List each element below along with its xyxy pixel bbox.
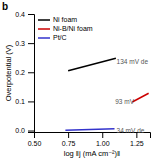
legend-swatch <box>38 19 50 21</box>
title: b <box>2 1 8 12</box>
y-axis-tick-mark <box>28 101 34 102</box>
legend-label: Pt/C <box>53 34 67 41</box>
legend-swatch <box>38 37 50 39</box>
annotations: 134 mV de 93 mV 34 mV de <box>115 58 148 135</box>
legend-swatch <box>38 28 50 30</box>
y-axis-tick-mark <box>28 72 34 73</box>
legend-item: Pt/C <box>38 34 67 41</box>
y-axis-tick: 0.1 <box>15 98 34 105</box>
plot-area: 0.50 0.75 1.00 1.25 0.0 0.1 0.2 0.3 0.4 134 mV de… <box>15 11 150 147</box>
x-axis-tick: 1.00 <box>96 132 110 147</box>
y-axis-line <box>28 15 35 133</box>
y-axis-tick-label: 0.4 <box>15 11 25 18</box>
y-axis-tick: 0.3 <box>15 40 34 47</box>
y-axis: 0.0 0.1 0.2 0.3 0.4 <box>15 11 34 135</box>
legend: Ni foam Ni-B/Ni foam Pt/C <box>38 16 93 41</box>
line <box>68 58 116 71</box>
legend-item: Ni-B/Ni foam <box>38 25 93 32</box>
x-axis-title: log ‖j (mA cm⁻²)‖ <box>64 149 120 158</box>
legend-label: Ni foam <box>53 16 77 23</box>
legend-item: Ni foam <box>38 16 77 23</box>
chart: 0.50 0.75 1.00 1.25 0.0 0.1 0.2 0.3 0.4 134 mV de… <box>0 0 160 160</box>
x-axis-tick-label: 0.75 <box>62 140 76 147</box>
y-axis-tick-mark <box>28 14 34 15</box>
y-axis-tick-label: 0.1 <box>15 98 25 105</box>
legend-label: Ni-B/Ni foam <box>53 25 93 32</box>
x-axis-tick: 0.50 <box>28 132 42 147</box>
y-axis-tick-mark <box>28 43 34 44</box>
y-axis-tick-label: 0.3 <box>15 40 25 47</box>
y-axis-tick-label: 0.2 <box>15 69 25 76</box>
annotation: 34 mV de <box>117 127 145 134</box>
lines <box>65 58 148 130</box>
y-axis-tick: 0.0 <box>15 127 34 134</box>
y-axis-tick-label: 0.0 <box>15 127 25 134</box>
x-axis-tick-mark <box>68 132 69 138</box>
y-axis-tick: 0.4 <box>15 11 34 18</box>
annotation: 134 mV de <box>117 58 149 65</box>
x-axis-tick: 0.75 <box>62 132 76 147</box>
y-axis-title: Overpotential (V) <box>4 44 13 101</box>
x-axis-tick-label: 0.50 <box>28 140 42 147</box>
line <box>65 129 114 130</box>
line <box>132 93 148 102</box>
annotation: 93 mV <box>115 98 134 105</box>
y-axis-tick-mark <box>28 131 34 132</box>
y-axis-tick: 0.2 <box>15 69 34 76</box>
x-axis-tick-mark <box>102 132 103 138</box>
x-axis-tick-label: 1.00 <box>96 140 110 147</box>
x-axis-tick-label: 1.25 <box>130 140 144 147</box>
